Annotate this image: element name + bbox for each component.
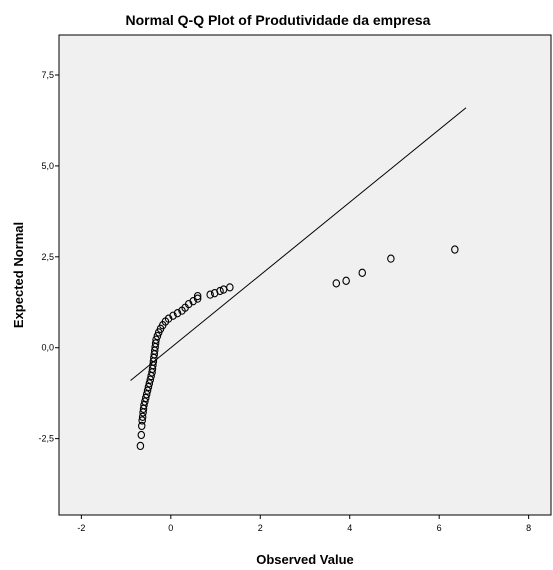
y-tick-label: 2,5: [41, 252, 54, 262]
y-tick-label: 7,5: [41, 70, 54, 80]
x-tick-label: 0: [168, 523, 173, 533]
x-axis-label: Observed Value: [256, 552, 354, 567]
y-tick-label: 0,0: [41, 343, 54, 353]
data-point: [137, 421, 146, 431]
y-tick-label: -2,5: [38, 434, 54, 444]
data-point: [387, 254, 395, 263]
data-point: [216, 286, 224, 296]
data-point: [173, 309, 182, 318]
y-axis: -2,5 0,0 2,5 5,0 7,5: [38, 70, 59, 444]
x-tick-label: 8: [526, 523, 531, 533]
data-point: [138, 412, 147, 421]
data-points: [136, 245, 459, 451]
x-axis: -2 0 2 4 6 8: [77, 515, 531, 533]
chart-title: Normal Q-Q Plot of Produtividade da empr…: [126, 12, 431, 28]
reference-line: [130, 107, 467, 381]
data-point: [342, 276, 350, 285]
data-point: [189, 297, 197, 306]
y-tick-label: 5,0: [41, 161, 54, 171]
plot-area: [58, 34, 552, 516]
x-tick-label: 6: [437, 523, 442, 533]
data-point: [451, 245, 459, 254]
x-tick-label: -2: [77, 523, 85, 533]
data-point: [193, 291, 202, 301]
y-axis-label: Expected Normal: [11, 222, 26, 328]
x-tick-label: 2: [258, 523, 263, 533]
data-point: [226, 283, 234, 292]
data-point: [206, 290, 214, 299]
data-point: [169, 311, 177, 320]
data-point: [137, 430, 146, 440]
data-point: [136, 441, 145, 451]
x-tick-label: 4: [347, 523, 352, 533]
data-point: [138, 416, 146, 425]
data-point: [358, 268, 367, 277]
data-point: [332, 279, 341, 288]
